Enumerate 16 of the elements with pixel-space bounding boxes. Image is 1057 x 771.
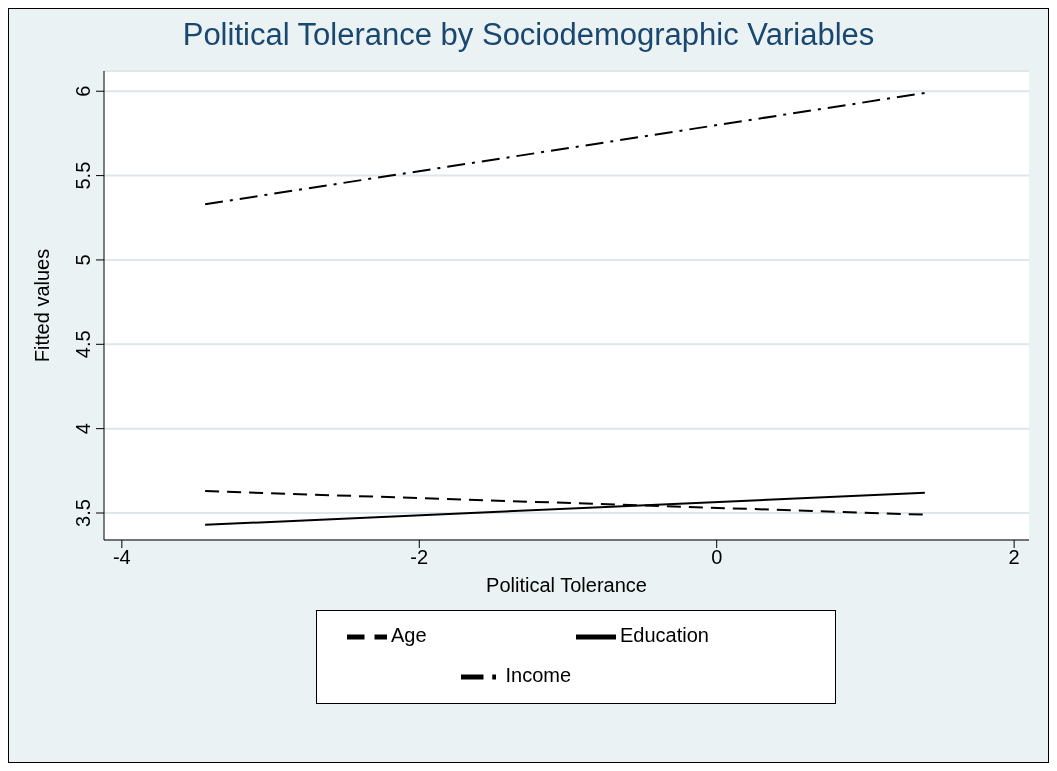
- legend-label: Education: [620, 624, 709, 647]
- y-tick-label: 5.5: [72, 161, 94, 190]
- x-axis-title: Political Tolerance: [486, 574, 647, 596]
- chart-title: Political Tolerance by Sociodemographic Variables: [181, 17, 876, 53]
- y-tick-label: 4.5: [72, 330, 94, 359]
- y-tick-label: 3.5: [72, 499, 94, 527]
- y-axis-title: Fitted values: [31, 248, 54, 363]
- y-tick-label: 4: [72, 423, 94, 435]
- legend-label: Age: [390, 624, 427, 647]
- x-tick-label: 2: [1008, 546, 1020, 569]
- y-tick-label: 5: [72, 254, 94, 266]
- x-tick-label: 0: [711, 546, 723, 569]
- x-tick-label: -2: [410, 546, 429, 569]
- y-tick-label: 6: [72, 85, 94, 97]
- legend-label: Income: [505, 664, 572, 687]
- x-tick-label: -4: [112, 546, 131, 569]
